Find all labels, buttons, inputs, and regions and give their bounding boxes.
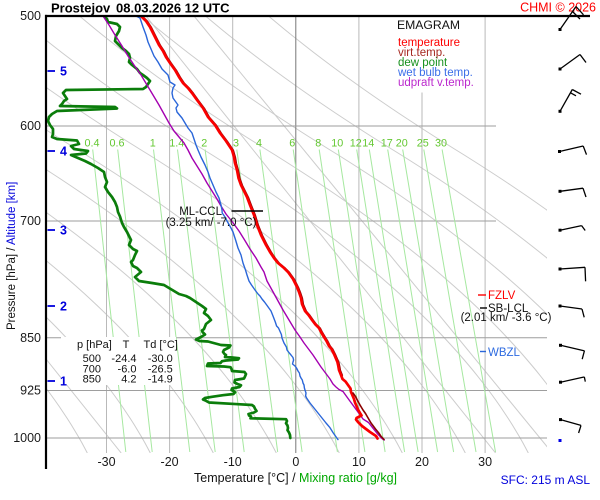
svg-text:0.4: 0.4 — [84, 138, 99, 150]
svg-text:-30.0: -30.0 — [148, 353, 173, 365]
svg-text:-6.0: -6.0 — [118, 363, 137, 375]
svg-text:udpraft v.temp.: udpraft v.temp. — [398, 77, 474, 89]
svg-text:925: 925 — [20, 384, 41, 398]
svg-text:0.6: 0.6 — [109, 138, 124, 150]
svg-text:dew point: dew point — [398, 57, 448, 69]
svg-text:1: 1 — [60, 375, 67, 389]
svg-text:12: 12 — [350, 138, 362, 150]
svg-text:-26.5: -26.5 — [148, 363, 173, 375]
svg-text:WBZL: WBZL — [488, 347, 521, 359]
svg-text:EMAGRAM: EMAGRAM — [397, 18, 460, 32]
svg-text:-14.9: -14.9 — [148, 374, 173, 386]
svg-text:temperature: temperature — [398, 37, 460, 49]
svg-text:700: 700 — [20, 214, 41, 228]
svg-text:20: 20 — [415, 455, 429, 469]
svg-text:10: 10 — [352, 455, 366, 469]
svg-text:25: 25 — [417, 138, 429, 150]
svg-text:14: 14 — [362, 138, 374, 150]
svg-text:4: 4 — [256, 138, 262, 150]
svg-text:3: 3 — [60, 224, 67, 238]
svg-text:20: 20 — [396, 138, 408, 150]
svg-text:5: 5 — [60, 65, 67, 79]
svg-text:10: 10 — [331, 138, 343, 150]
svg-text:2: 2 — [60, 300, 67, 314]
svg-text:08.03.2026 12 UTC: 08.03.2026 12 UTC — [116, 1, 230, 16]
svg-text:500: 500 — [83, 353, 101, 365]
svg-text:850: 850 — [83, 374, 101, 386]
svg-text:p [hPa]: p [hPa] — [77, 339, 112, 351]
svg-text:500: 500 — [20, 9, 41, 23]
svg-text:700: 700 — [83, 363, 101, 375]
svg-text:2: 2 — [201, 138, 207, 150]
svg-text:-24.4: -24.4 — [111, 353, 136, 365]
svg-text:(3.25 km/ -7.0 °C): (3.25 km/ -7.0 °C) — [166, 217, 257, 229]
svg-text:30: 30 — [435, 138, 447, 150]
svg-text:1.4: 1.4 — [169, 138, 184, 150]
svg-text:3: 3 — [233, 138, 239, 150]
svg-text:wet bulb temp.: wet bulb temp. — [397, 67, 473, 79]
svg-text:4: 4 — [60, 145, 67, 159]
svg-text:1: 1 — [150, 138, 156, 150]
svg-text:(2.01 km/ -3.6 °C): (2.01 km/ -3.6 °C) — [461, 312, 552, 324]
svg-text:Pressure [hPa] / Altitude [km]: Pressure [hPa] / Altitude [km] — [6, 182, 18, 330]
svg-text:8: 8 — [315, 138, 321, 150]
svg-text:Prostejov: Prostejov — [51, 1, 111, 16]
svg-text:SB-LCL: SB-LCL — [488, 303, 529, 315]
svg-text:30: 30 — [478, 455, 492, 469]
svg-text:SFC: 215 m ASL: SFC: 215 m ASL — [501, 473, 591, 487]
svg-text:ML-CCL: ML-CCL — [179, 206, 222, 218]
svg-text:-30: -30 — [97, 455, 115, 469]
svg-text:6: 6 — [289, 138, 295, 150]
svg-text:virt.temp.: virt.temp. — [398, 47, 445, 59]
svg-text:0: 0 — [292, 455, 299, 469]
svg-text:Temperature [°C] / Mixing ra: Temperature [°C] / Mixing ratio [g/kg] — [194, 471, 397, 485]
svg-text:T: T — [123, 339, 130, 351]
svg-text:4.2: 4.2 — [121, 374, 136, 386]
svg-text:-10: -10 — [224, 455, 242, 469]
svg-text:CHMI © 2026: CHMI © 2026 — [520, 1, 596, 15]
svg-text:600: 600 — [20, 119, 41, 133]
svg-text:FZLV: FZLV — [488, 290, 516, 302]
svg-text:17: 17 — [381, 138, 393, 150]
svg-text:1000: 1000 — [13, 431, 41, 445]
svg-text:-20: -20 — [161, 455, 179, 469]
svg-text:Td [°C]: Td [°C] — [144, 339, 178, 351]
svg-text:850: 850 — [20, 331, 41, 345]
